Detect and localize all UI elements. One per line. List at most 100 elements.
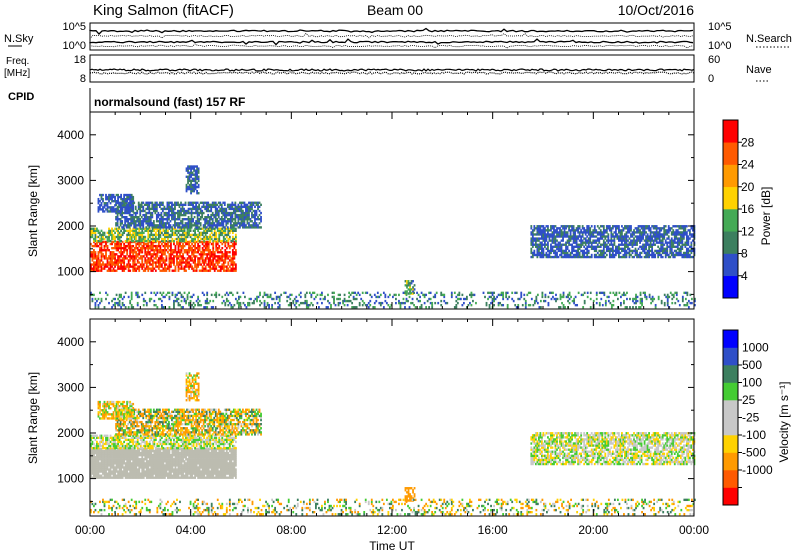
power-cell	[136, 220, 139, 223]
power-cell	[212, 265, 215, 268]
power-cell	[441, 293, 444, 297]
power-cell	[563, 227, 566, 230]
power-cell	[171, 253, 174, 256]
velocity-cell	[96, 474, 98, 477]
power-cell	[188, 242, 190, 246]
power-cell	[136, 259, 139, 262]
power-cell	[222, 211, 225, 215]
power-cell	[551, 227, 554, 230]
power-cell	[168, 244, 171, 248]
power-cell	[616, 297, 619, 301]
power-cell	[99, 269, 101, 272]
power-cell	[129, 249, 132, 252]
power-cell	[234, 237, 237, 241]
power-cell	[211, 203, 214, 207]
power-cell	[575, 255, 578, 259]
power-cell	[512, 299, 515, 303]
power-cell	[544, 233, 546, 236]
power-cell	[185, 261, 187, 264]
power-cell	[254, 297, 257, 301]
power-cell	[191, 189, 194, 193]
power-cell	[216, 209, 219, 213]
power-cell	[105, 195, 107, 199]
power-cell	[124, 197, 127, 201]
power-cell	[402, 301, 405, 305]
power-cell	[214, 209, 217, 213]
power-cell	[184, 213, 187, 217]
power-cell	[150, 259, 153, 262]
power-colorbar-segment	[723, 142, 738, 165]
station-title: King Salmon (fitACF)	[93, 2, 234, 19]
power-cell	[139, 220, 142, 223]
power-cell	[209, 267, 212, 270]
freq-label: Freq.	[6, 56, 29, 67]
power-cell	[571, 235, 573, 238]
power-cell	[181, 218, 184, 221]
power-cell	[135, 263, 138, 266]
power-cell	[234, 249, 237, 252]
power-cell	[246, 203, 249, 207]
power-cell	[123, 249, 126, 252]
power-cell	[174, 249, 177, 252]
power-cell	[172, 209, 175, 213]
power-cell	[607, 247, 610, 251]
power-cell	[218, 259, 221, 262]
power-cell	[190, 218, 193, 221]
power-cell	[162, 229, 165, 232]
power-cell	[637, 225, 640, 228]
power-cell	[177, 244, 180, 248]
power-cell	[245, 218, 247, 221]
power-cell	[494, 297, 497, 301]
power-cell	[102, 193, 104, 197]
power-cell	[123, 229, 126, 232]
power-cell	[324, 295, 326, 299]
power-cell	[671, 301, 674, 305]
power-cell	[158, 213, 161, 217]
power-cell	[151, 261, 154, 264]
power-cell	[625, 231, 628, 234]
power-cell	[180, 229, 183, 232]
power-cell	[537, 251, 540, 255]
power-cell	[563, 249, 566, 253]
power-cell	[151, 222, 154, 225]
power-cell	[177, 291, 180, 295]
power-cell	[222, 224, 225, 227]
power-cell	[188, 171, 191, 174]
power-cell	[553, 297, 556, 301]
power-cell	[205, 209, 208, 213]
power-cell	[193, 211, 196, 215]
power-cell	[595, 239, 598, 242]
power-cell	[215, 244, 218, 248]
velocity-cell	[91, 466, 94, 469]
power-cell	[455, 299, 458, 303]
power-cell	[192, 237, 195, 241]
power-cell	[114, 235, 116, 239]
power-cell	[114, 204, 116, 207]
power-cell	[203, 259, 206, 262]
power-cell	[395, 301, 397, 305]
power-cell	[202, 203, 205, 207]
power-cell	[99, 249, 101, 252]
power-cell	[559, 241, 561, 244]
power-cell	[186, 251, 189, 254]
power-cell	[657, 233, 660, 236]
power-cell	[664, 231, 667, 234]
power-cell	[191, 242, 193, 246]
power-cell	[188, 233, 190, 237]
power-cell	[214, 205, 217, 209]
power-cell	[108, 231, 110, 235]
power-cell	[120, 295, 123, 299]
power-cell	[661, 239, 664, 242]
power-cell	[614, 231, 617, 234]
power-cell	[645, 247, 647, 251]
velocity-cell	[100, 460, 103, 463]
power-cell	[173, 263, 175, 266]
power-cell	[213, 239, 216, 243]
power-cell	[142, 220, 145, 223]
power-cell	[91, 255, 94, 258]
power-cell	[216, 226, 219, 229]
power-cell	[134, 220, 137, 223]
power-cell	[246, 213, 249, 217]
power-cell	[94, 235, 97, 239]
power-cell	[174, 293, 177, 297]
